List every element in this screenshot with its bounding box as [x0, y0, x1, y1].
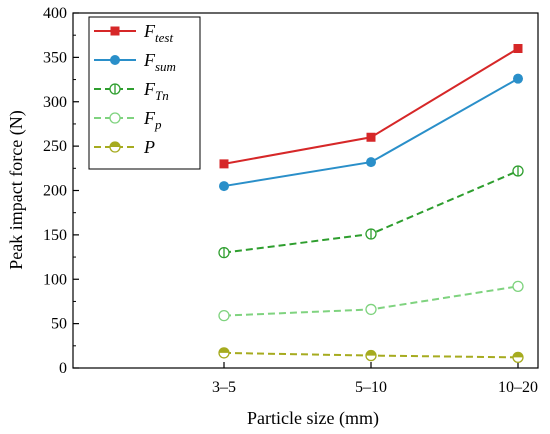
y-tick-label: 150 — [43, 227, 67, 244]
x-tick-label: 3–5 — [212, 379, 236, 396]
data-point — [218, 347, 230, 359]
series-0 — [219, 44, 523, 169]
marker-half — [366, 350, 376, 356]
legend-name: F — [143, 50, 156, 70]
data-point — [219, 159, 229, 169]
legend-item: Fsum — [94, 50, 176, 74]
data-point — [110, 26, 120, 36]
data-point — [512, 165, 524, 177]
series-1 — [219, 73, 523, 192]
y-tick-label: 400 — [43, 5, 67, 22]
data-point — [219, 181, 229, 192]
legend-label: P — [143, 137, 155, 157]
x-ticks: 3–5 5–10 10–20 — [212, 362, 538, 396]
y-tick-label: 200 — [43, 183, 67, 200]
data-point — [109, 141, 121, 153]
data-point — [513, 44, 523, 53]
legend-label: Fsum — [143, 50, 176, 74]
data-point — [218, 246, 230, 259]
x-axis-label: Particle size (mm) — [247, 408, 379, 429]
y-axis-label: Peak impact force (N) — [6, 110, 27, 269]
legend-subscript: sum — [155, 59, 176, 74]
legend-name: F — [143, 21, 156, 41]
legend-name: P — [143, 137, 155, 157]
data-point — [513, 73, 523, 84]
x-tick-label: 5–10 — [355, 379, 387, 396]
marker-half — [219, 347, 229, 353]
legend-subscript: Tn — [155, 88, 169, 103]
y-ticks: 0 50 100 150 200 250 300 350 400 — [43, 5, 79, 377]
data-point — [365, 349, 377, 362]
series-3 — [218, 280, 524, 322]
data-point — [365, 303, 377, 316]
legend-name: F — [143, 108, 156, 128]
series-4 — [218, 347, 524, 364]
y-tick-label: 350 — [43, 49, 67, 66]
data-point — [512, 351, 524, 364]
marker-half — [513, 352, 523, 358]
series-line — [223, 47, 519, 165]
series-2 — [218, 165, 524, 259]
legend-box — [88, 16, 201, 170]
plot-area — [218, 44, 524, 364]
legend-item: P — [94, 137, 155, 157]
y-tick-label: 100 — [43, 271, 67, 288]
data-point — [110, 55, 120, 65]
y-tick-label: 50 — [51, 316, 67, 333]
y-tick-label: 300 — [43, 94, 67, 111]
data-point — [512, 280, 524, 293]
series-line — [223, 170, 519, 254]
x-tick-label: 10–20 — [498, 379, 538, 396]
legend-subscript: test — [155, 30, 173, 45]
legend-label: FTn — [143, 79, 169, 103]
y-tick-label: 0 — [59, 360, 67, 377]
legend-item: Fp — [94, 108, 162, 132]
legend-item: FTn — [94, 79, 169, 103]
legend-subscript: p — [154, 117, 162, 132]
data-point — [218, 309, 230, 322]
legend-name: F — [143, 79, 156, 99]
data-point — [109, 83, 121, 95]
legend-item: Ftest — [94, 21, 173, 45]
marker-half — [110, 142, 120, 147]
legend-label: Fp — [143, 108, 162, 132]
series-line — [223, 77, 519, 188]
data-point — [366, 132, 376, 142]
data-point — [366, 157, 376, 168]
data-point — [365, 228, 377, 240]
data-point — [109, 112, 121, 124]
y-tick-label: 250 — [43, 138, 67, 155]
legend-label: Ftest — [143, 21, 173, 45]
